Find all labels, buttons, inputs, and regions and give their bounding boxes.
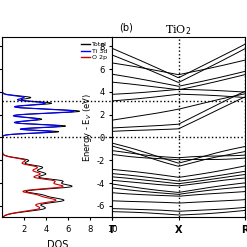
Text: (b): (b) — [119, 22, 133, 32]
Title: TiO$_2$: TiO$_2$ — [165, 23, 192, 37]
X-axis label: DOS: DOS — [47, 240, 68, 247]
Y-axis label: Energy - E$_V$ (eV): Energy - E$_V$ (eV) — [81, 93, 94, 162]
Legend: Total, Ti 3d, O 2p: Total, Ti 3d, O 2p — [79, 40, 109, 62]
